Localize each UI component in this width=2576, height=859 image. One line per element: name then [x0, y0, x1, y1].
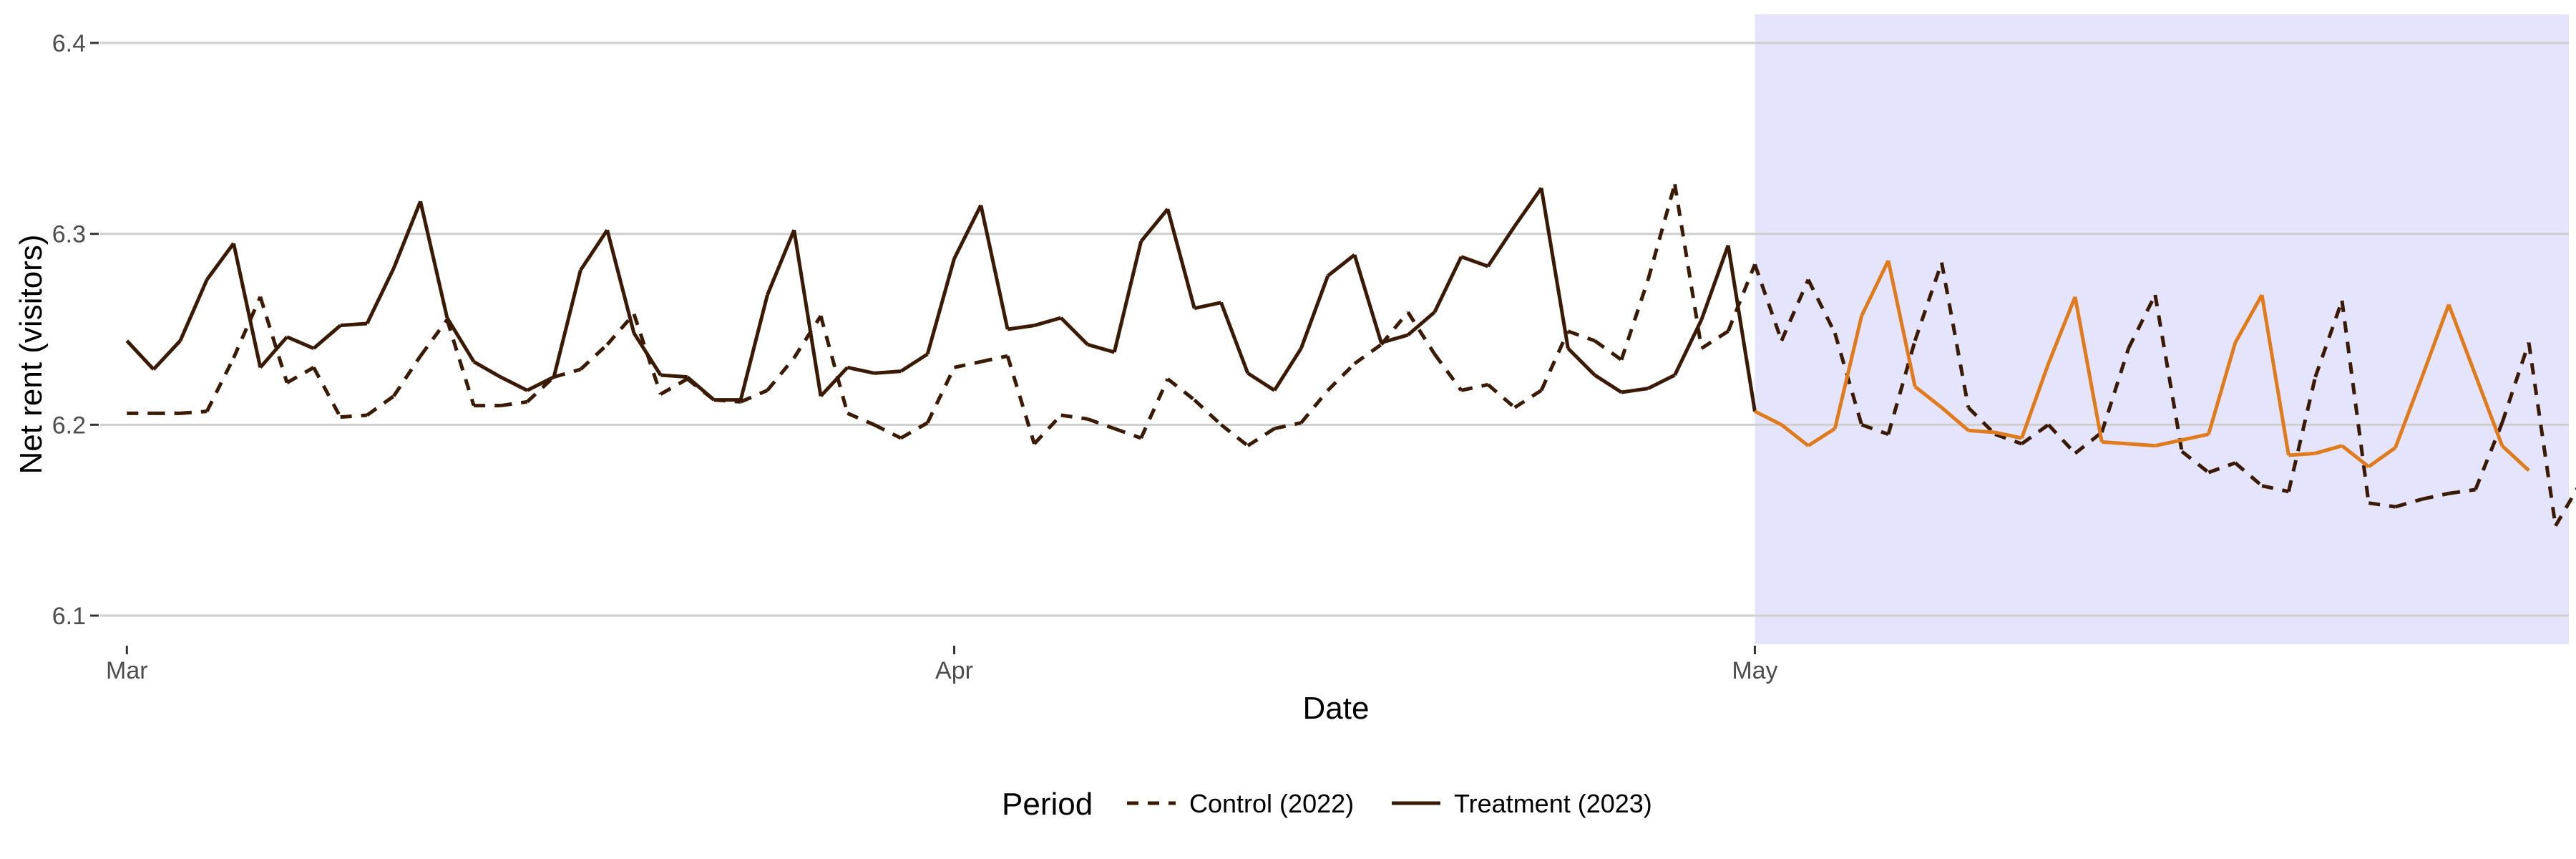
- legend-label-treatment: Treatment (2023): [1454, 789, 1652, 818]
- line-segment: [2129, 444, 2155, 446]
- x-tick-label: Apr: [935, 657, 973, 684]
- y-tick-label: 6.3: [52, 221, 86, 248]
- x-tick-label: Mar: [106, 657, 148, 684]
- y-tick-label: 6.1: [52, 603, 86, 630]
- y-tick-label: 6.4: [52, 30, 86, 57]
- highlight-layer: [1755, 14, 2569, 644]
- legend-label-control: Control (2022): [1189, 789, 1354, 818]
- line-segment: [660, 375, 687, 377]
- line-segment: [341, 324, 367, 326]
- y-tick-label: 6.2: [52, 412, 86, 439]
- legend-title: Period: [1002, 787, 1093, 822]
- x-axis-title: Date: [1303, 691, 1370, 726]
- line-segment: [874, 372, 901, 374]
- line-segment: [1968, 430, 1995, 432]
- y-axis-title: Net rent (visitors): [14, 235, 49, 475]
- line-segment: [2288, 453, 2315, 455]
- highlight-region: [1755, 14, 2569, 644]
- x-tick-label: May: [1732, 657, 1777, 684]
- line-segment: [2102, 442, 2128, 444]
